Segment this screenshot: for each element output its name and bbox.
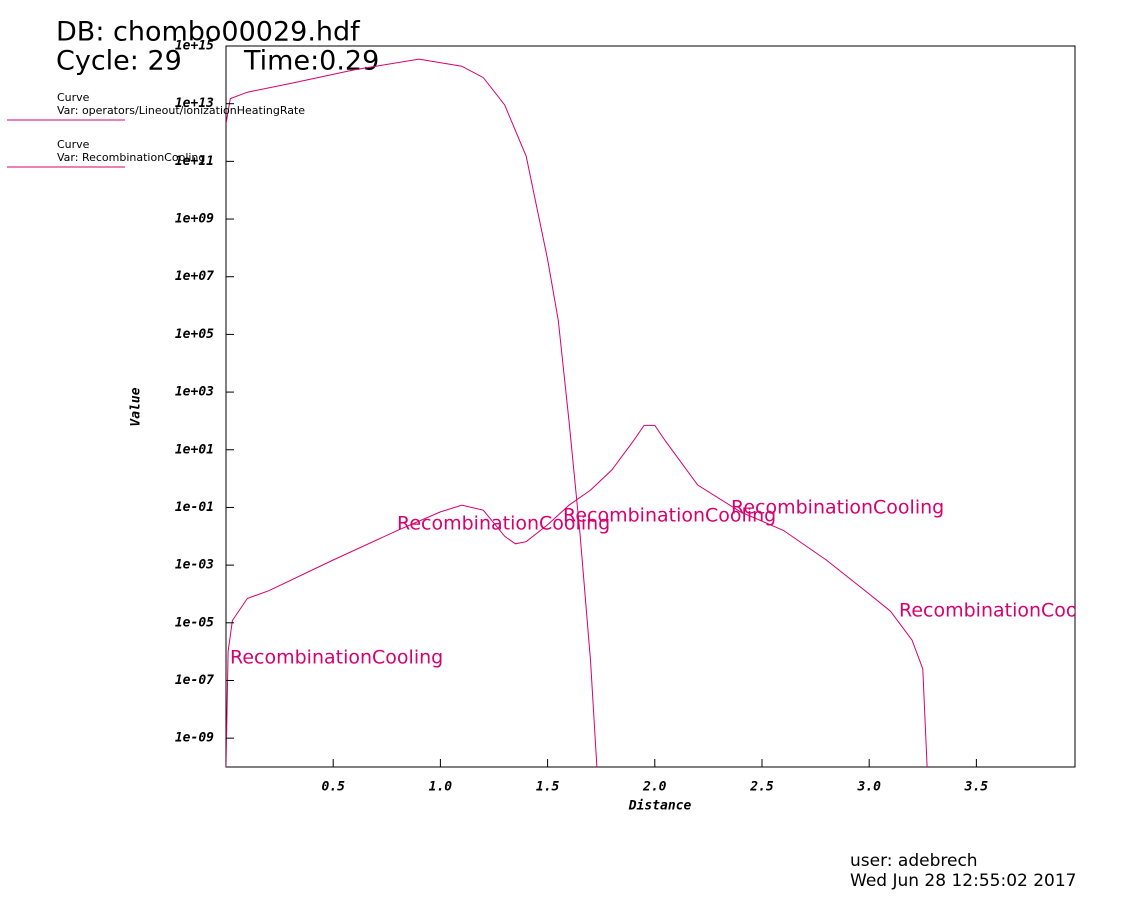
curve-label: RecombinationCooling	[731, 497, 944, 519]
plot-frame	[225, 45, 1076, 768]
x-tick-label: 1.5	[536, 780, 560, 795]
x-tick-label: 3.5	[964, 780, 989, 795]
plot-area: RecombinationCoolingRecombinationCooling…	[226, 58, 1112, 767]
time: Time:0.29	[243, 46, 379, 77]
cycle: Cycle: 29	[56, 46, 182, 77]
chart-title: DB: chombo00029.hdf	[56, 17, 361, 48]
y-tick-label: 1e+13	[175, 96, 214, 111]
curve-label: RecombinationCooling	[899, 600, 1112, 622]
user: user: adebrech	[850, 851, 978, 871]
curve-label: RecombinationCooling	[397, 513, 610, 535]
x-tick-label: 1.0	[429, 780, 453, 795]
curve-label: RecombinationCooling	[230, 647, 443, 669]
legend-label: Curve	[57, 138, 90, 151]
y-tick-label: 1e-03	[175, 558, 214, 573]
y-tick-label: 1e-07	[175, 673, 214, 688]
y-tick-label: 1e+15	[175, 39, 214, 54]
y-tick-label: 1e-09	[175, 731, 214, 746]
legend-entry: Var: operators/Lineout/ionizationHeating…	[57, 104, 305, 117]
legend-entry: Var: RecombinationCooling	[57, 151, 205, 164]
x-tick-label: 2.5	[749, 780, 774, 795]
legend-label: Curve	[57, 91, 90, 104]
y-tick-label: 1e+05	[175, 327, 214, 342]
x-axis-label: Distance	[628, 799, 692, 814]
curve	[226, 424, 928, 767]
x-tick-label: 0.5	[321, 780, 345, 795]
x-tick-label: 2.0	[642, 780, 667, 795]
x-tick-label: 3.0	[856, 780, 881, 795]
y-tick-label: 1e+03	[175, 385, 214, 400]
y-tick-label: 1e-01	[175, 500, 214, 515]
y-tick-label: 1e+07	[175, 269, 214, 284]
curve-label: RecombinationCooling	[563, 505, 776, 527]
y-tick-label: 1e-05	[175, 615, 214, 630]
date: Wed Jun 28 12:55:02 2017	[850, 871, 1077, 891]
y-axis-label: Value	[129, 387, 144, 426]
y-tick-label: 1e+09	[175, 212, 214, 227]
y-tick-label: 1e+01	[175, 442, 214, 457]
y-tick-label: 1e+11	[175, 154, 214, 169]
curve	[226, 58, 598, 767]
